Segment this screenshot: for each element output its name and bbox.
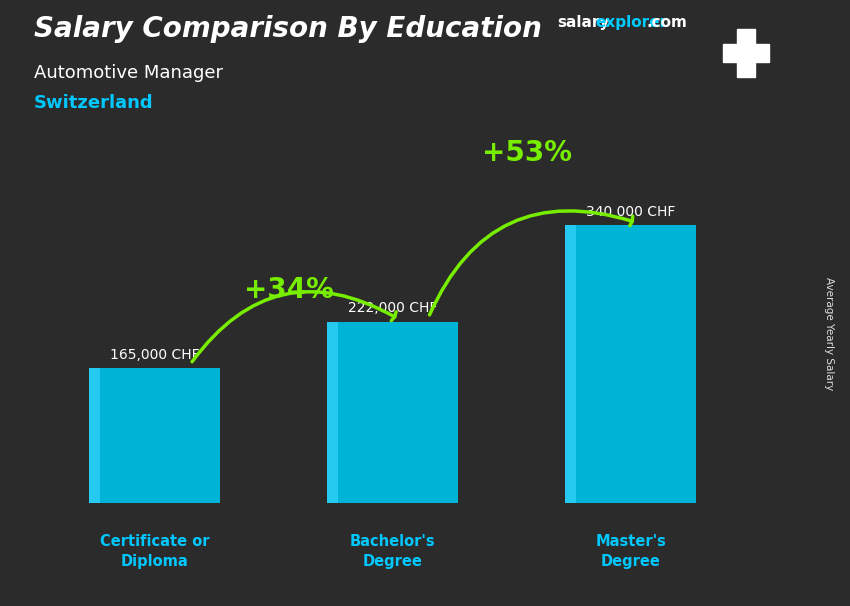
FancyArrowPatch shape: [429, 211, 632, 315]
Text: Automotive Manager: Automotive Manager: [34, 64, 223, 82]
Bar: [722, 44, 769, 62]
Text: .com: .com: [646, 15, 687, 30]
FancyArrowPatch shape: [192, 291, 396, 362]
Text: +34%: +34%: [244, 276, 333, 304]
Text: 340,000 CHF: 340,000 CHF: [586, 205, 676, 219]
Text: explorer: explorer: [595, 15, 667, 30]
Text: Certificate or
Diploma: Certificate or Diploma: [100, 534, 209, 569]
Bar: [327, 322, 458, 503]
Bar: [737, 28, 755, 78]
Text: 165,000 CHF: 165,000 CHF: [110, 348, 200, 362]
Text: salary: salary: [557, 15, 609, 30]
Bar: [565, 225, 575, 503]
Text: Average Yearly Salary: Average Yearly Salary: [824, 277, 834, 390]
Bar: [89, 368, 99, 503]
Bar: [327, 322, 337, 503]
Text: Master's
Degree: Master's Degree: [595, 534, 666, 569]
Bar: [565, 225, 696, 503]
Text: Bachelor's
Degree: Bachelor's Degree: [350, 534, 435, 569]
Text: Salary Comparison By Education: Salary Comparison By Education: [34, 15, 542, 43]
Bar: [89, 368, 220, 503]
Text: Switzerland: Switzerland: [34, 94, 154, 112]
Text: +53%: +53%: [482, 139, 571, 167]
Text: 222,000 CHF: 222,000 CHF: [348, 301, 438, 315]
